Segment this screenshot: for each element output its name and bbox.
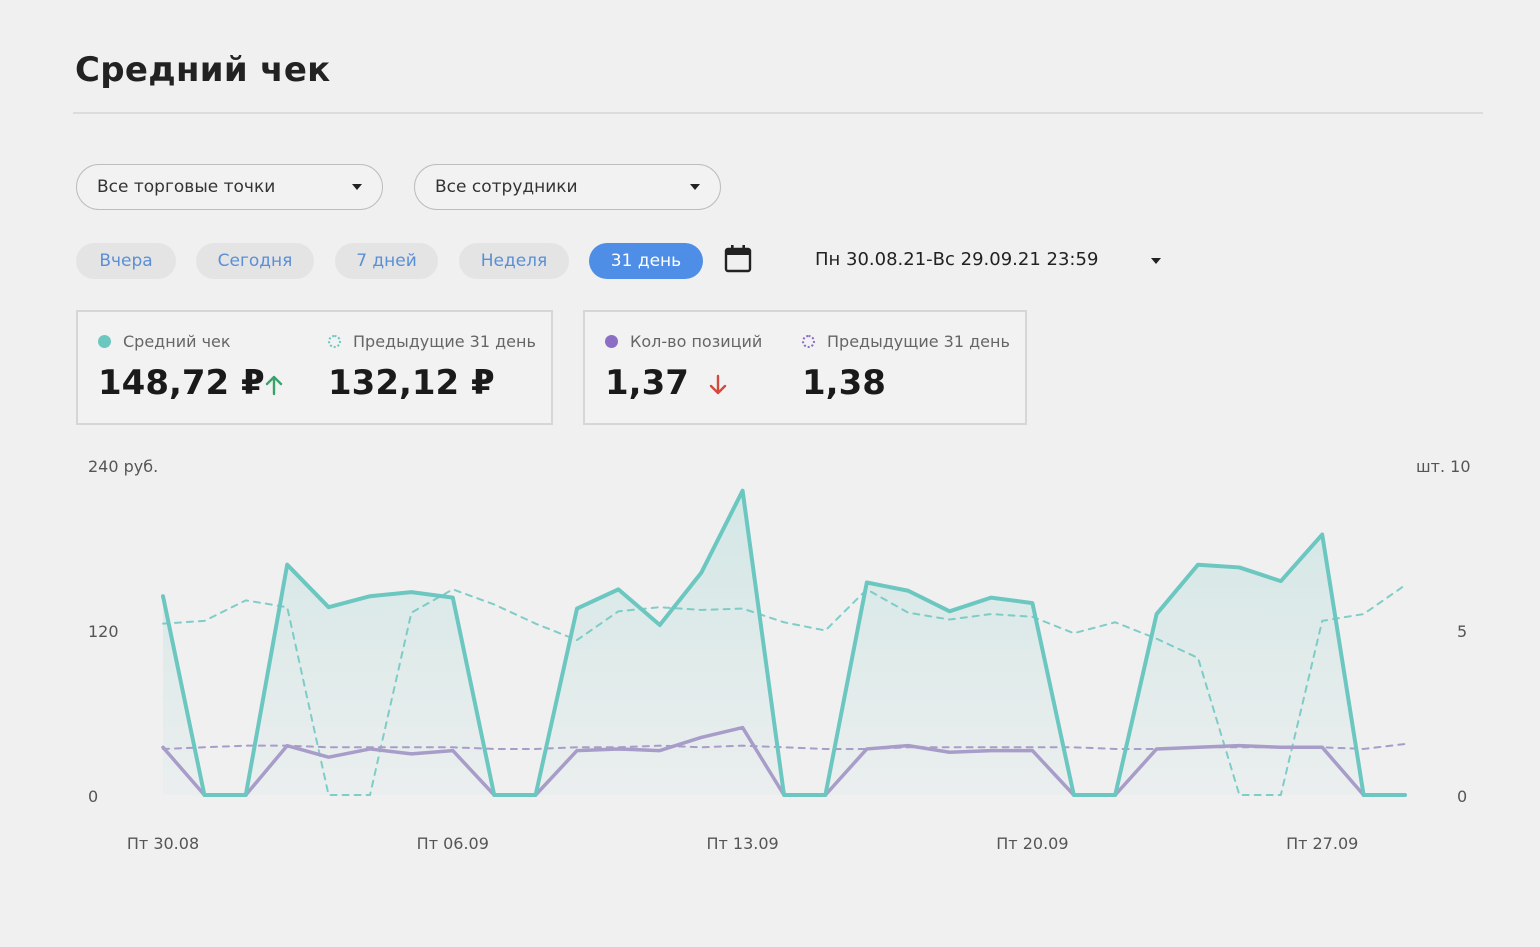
outlets-select-value: Все торговые точки	[97, 177, 276, 197]
calendar-icon[interactable]	[724, 244, 752, 274]
page-title: Средний чек	[75, 50, 331, 90]
y-left-tick: 120	[88, 622, 119, 641]
positions-card: Кол-во позиций 1,37 Предыдущие 31 день 1…	[583, 310, 1027, 425]
avg-check-prev-legend-dot	[328, 335, 341, 348]
avg-check-series-line	[161, 488, 1407, 797]
avg-check-prev-metric: Предыдущие 31 день 132,12 ₽	[328, 332, 536, 403]
avg-check-metric: Средний чек 148,72 ₽	[98, 332, 265, 403]
x-tick-label: Пт 13.09	[706, 834, 779, 853]
outlets-select[interactable]: Все торговые точки	[76, 164, 383, 210]
x-tick-label: Пт 27.09	[1286, 834, 1359, 853]
positions-prev-value: 1,38	[802, 363, 886, 403]
positions-metric: Кол-во позиций 1,37	[605, 332, 762, 403]
period-7-days-button[interactable]: 7 дней	[335, 243, 438, 279]
chevron-down-icon	[690, 184, 700, 190]
date-range-value[interactable]: Пн 30.08.21-Вс 29.09.21 23:59	[815, 249, 1099, 270]
avg-check-value: 148,72 ₽	[98, 363, 265, 403]
positions-legend-dot	[605, 335, 618, 348]
period-31-days-button[interactable]: 31 день	[589, 243, 703, 279]
title-divider	[73, 112, 1483, 114]
positions-label: Кол-во позиций	[630, 332, 763, 351]
x-tick-label: Пт 20.09	[996, 834, 1069, 853]
avg-check-card: Средний чек 148,72 ₽ Предыдущие 31 день …	[76, 310, 553, 425]
chevron-down-icon[interactable]	[1151, 258, 1161, 264]
chevron-down-icon	[352, 184, 362, 190]
x-tick-label: Пт 06.09	[416, 834, 489, 853]
positions-prev-legend-dot	[802, 335, 815, 348]
y-right-tick: 0	[1457, 787, 1468, 806]
period-today-button[interactable]: Сегодня	[196, 243, 314, 279]
period-yesterday-button[interactable]: Вчера	[76, 243, 176, 279]
arrow-down-icon	[709, 374, 727, 395]
positions-prev-metric: Предыдущие 31 день 1,38	[802, 332, 1010, 403]
avg-check-prev-label: Предыдущие 31 день	[353, 332, 536, 351]
y-right-axis-label: шт. 10	[1416, 457, 1471, 476]
y-right-tick: 5	[1457, 622, 1468, 641]
avg-check-legend-dot	[98, 335, 111, 348]
y-left-axis-label: 240 руб.	[88, 457, 159, 476]
y-left-tick: 0	[88, 787, 99, 806]
avg-check-prev-series-line	[162, 584, 1406, 796]
x-tick-label: Пт 30.08	[126, 834, 200, 853]
avg-check-label: Средний чек	[123, 332, 231, 351]
positions-prev-label: Предыдущие 31 день	[827, 332, 1010, 351]
avg-check-area	[163, 490, 1405, 795]
avg-check-prev-value: 132,12 ₽	[328, 363, 495, 403]
arrow-up-icon	[265, 375, 283, 396]
employees-select-value: Все сотрудники	[435, 177, 578, 197]
employees-select[interactable]: Все сотрудники	[414, 164, 721, 210]
period-week-button[interactable]: Неделя	[459, 243, 569, 279]
positions-value: 1,37	[605, 363, 689, 403]
